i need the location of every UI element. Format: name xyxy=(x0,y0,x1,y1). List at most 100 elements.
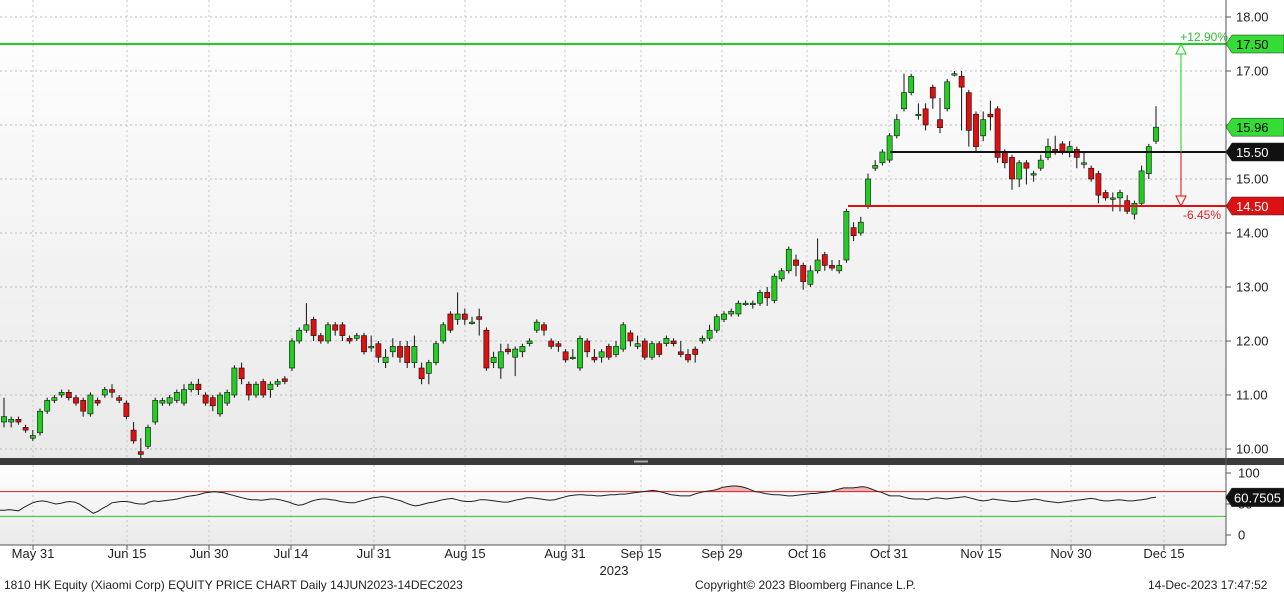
candle-body-down xyxy=(973,113,979,147)
candle xyxy=(188,381,195,393)
date-tick-label: Oct 16 xyxy=(788,546,826,561)
candle xyxy=(361,332,367,355)
candle xyxy=(418,362,425,385)
candle xyxy=(22,424,29,433)
candle xyxy=(260,378,267,398)
candle-body-down xyxy=(922,108,929,126)
candle xyxy=(915,103,922,120)
candle-body-up xyxy=(728,310,735,315)
candle-body-down xyxy=(505,348,511,353)
candle xyxy=(1088,165,1095,182)
candle xyxy=(728,308,735,317)
price-tick-label: 14.00 xyxy=(1236,226,1269,241)
candle-body-down xyxy=(209,397,216,407)
candle xyxy=(73,395,79,406)
candle xyxy=(958,71,965,131)
candle-body-up xyxy=(1131,203,1138,215)
candle-body-down xyxy=(1009,157,1015,180)
candle xyxy=(641,338,648,360)
candle xyxy=(1037,154,1044,171)
candle xyxy=(843,208,850,263)
price-tick-label: 17.00 xyxy=(1236,64,1269,79)
candle xyxy=(505,343,511,355)
candle xyxy=(375,341,382,363)
candle xyxy=(454,292,461,325)
candle-body-up xyxy=(526,340,533,345)
candle xyxy=(699,335,706,344)
candle-body-up xyxy=(757,292,763,304)
candle-body-down xyxy=(605,346,612,358)
date-tick-label: May 31 xyxy=(12,546,55,561)
candle-body-up xyxy=(152,400,159,423)
candle-body-up xyxy=(951,73,958,76)
date-tick-label: Aug 15 xyxy=(444,546,485,561)
candle-body-down xyxy=(965,92,972,131)
candle xyxy=(289,338,295,371)
candle xyxy=(533,319,540,333)
candle-body-down xyxy=(994,108,1001,158)
candle xyxy=(469,316,475,325)
candle xyxy=(713,314,720,333)
candle-body-up xyxy=(145,427,151,447)
candle xyxy=(296,327,303,344)
candle xyxy=(15,416,22,425)
date-tick-label: Sep 29 xyxy=(701,546,742,561)
candle-body-up xyxy=(101,389,108,396)
candle-body-down xyxy=(404,346,411,363)
candle xyxy=(339,322,346,341)
candle xyxy=(1,397,7,428)
candle xyxy=(137,438,144,460)
candle xyxy=(994,106,1001,163)
candle-body-down xyxy=(670,340,677,345)
candle xyxy=(1095,170,1102,204)
candle-body-up xyxy=(353,335,360,339)
candle-body-up xyxy=(735,302,742,315)
candle-body-down xyxy=(130,429,137,442)
candle xyxy=(195,378,202,395)
candle xyxy=(145,424,151,449)
candle-body-down xyxy=(447,313,454,331)
candle-body-up xyxy=(87,394,94,415)
candle xyxy=(634,335,641,350)
candle xyxy=(166,395,173,406)
price-tick-label: 10.00 xyxy=(1236,442,1269,457)
date-tick-label: Sep 15 xyxy=(620,546,661,561)
candle xyxy=(8,416,15,428)
last-price-tag-text: 15.96 xyxy=(1236,120,1269,135)
candle xyxy=(886,133,893,163)
candle-body-up xyxy=(893,119,900,137)
candle xyxy=(807,265,814,287)
rsi-value-tag: 60.7505 xyxy=(1225,487,1284,507)
candle-body-down xyxy=(476,316,483,320)
rsi-value-text: 60.7505 xyxy=(1234,490,1281,505)
candle xyxy=(591,349,598,363)
candle-body-down xyxy=(829,265,835,269)
rsi-tick-label: 100 xyxy=(1238,466,1260,481)
candle-body-up xyxy=(598,351,605,358)
candle xyxy=(620,322,627,352)
candle-body-up xyxy=(634,343,641,347)
candle-body-down xyxy=(317,335,324,342)
candle-body-up xyxy=(224,391,231,404)
candle-body-down xyxy=(1001,151,1008,164)
last-price-tag-box xyxy=(1225,117,1284,137)
price-tick-label: 18.00 xyxy=(1236,10,1269,25)
candle xyxy=(901,73,907,112)
candle xyxy=(598,349,605,363)
candle-body-up xyxy=(1,416,7,423)
candle xyxy=(404,341,411,368)
stop-price-tag-text: 14.50 xyxy=(1236,199,1269,214)
candle-body-up xyxy=(713,316,720,331)
candle-body-up xyxy=(749,302,756,306)
stop-price-tag-box xyxy=(1225,196,1284,216)
candle xyxy=(245,381,252,401)
candle xyxy=(857,216,864,236)
candle-body-down xyxy=(1059,143,1066,153)
candle-body-down xyxy=(281,378,288,382)
stop-price-tag: 14.50 xyxy=(1225,196,1284,216)
candle-body-up xyxy=(166,397,173,404)
candle xyxy=(670,338,677,347)
candle xyxy=(51,395,58,404)
candle-body-down xyxy=(1088,167,1095,180)
